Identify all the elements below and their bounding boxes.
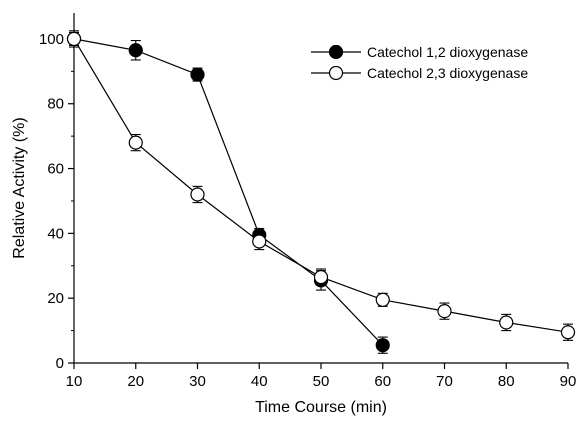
x-tick-label: 50: [313, 373, 330, 390]
axes: 10 20 30 40 50 60 70 80 90 0 20 40 60 80 100: [39, 13, 576, 390]
series-layer: [66, 30, 576, 354]
legend: Catechol 1,2 dioxygenase Catechol 2,3 dio…: [311, 44, 528, 81]
data-point: [128, 135, 143, 150]
legend-item-2: Catechol 2,3 dioxygenase: [311, 65, 528, 81]
legend-label: Catechol 1,2 dioxygenase: [367, 44, 528, 60]
legend-item-1: Catechol 1,2 dioxygenase: [311, 44, 528, 60]
data-point: [190, 187, 205, 202]
x-tick-label: 40: [251, 373, 268, 390]
x-tick-label: 30: [189, 373, 206, 390]
y-tick-label: 20: [47, 290, 64, 307]
data-point: [499, 315, 514, 330]
y-tick-label: 60: [47, 161, 64, 178]
y-tick-label: 40: [47, 225, 64, 242]
data-point: [190, 67, 205, 82]
data-point: [313, 270, 329, 285]
legend-marker: [328, 65, 344, 81]
data-point: [128, 43, 143, 58]
data-point: [375, 292, 390, 307]
x-axis-title: Time Course (min): [255, 399, 387, 416]
y-tick-label: 100: [39, 31, 64, 48]
data-point: [437, 304, 452, 319]
series-1: [66, 30, 390, 354]
data-point: [375, 338, 390, 353]
x-tick-label: 80: [498, 373, 515, 390]
y-axis-title: Relative Activity (%): [11, 117, 28, 258]
data-point: [560, 325, 576, 340]
legend-marker: [328, 44, 344, 60]
data-point: [252, 234, 267, 249]
y-tick-label: 80: [47, 96, 64, 113]
series-line: [73, 38, 384, 346]
x-tick-label: 90: [560, 373, 577, 390]
data-point: [66, 31, 82, 47]
y-tick-label: 0: [56, 355, 64, 372]
x-tick-label: 20: [127, 373, 144, 390]
series-2: [66, 31, 576, 341]
legend-label: Catechol 2,3 dioxygenase: [367, 65, 528, 81]
x-tick-label: 60: [374, 373, 391, 390]
x-tick-label: 10: [66, 373, 83, 390]
x-tick-label: 70: [436, 373, 453, 390]
